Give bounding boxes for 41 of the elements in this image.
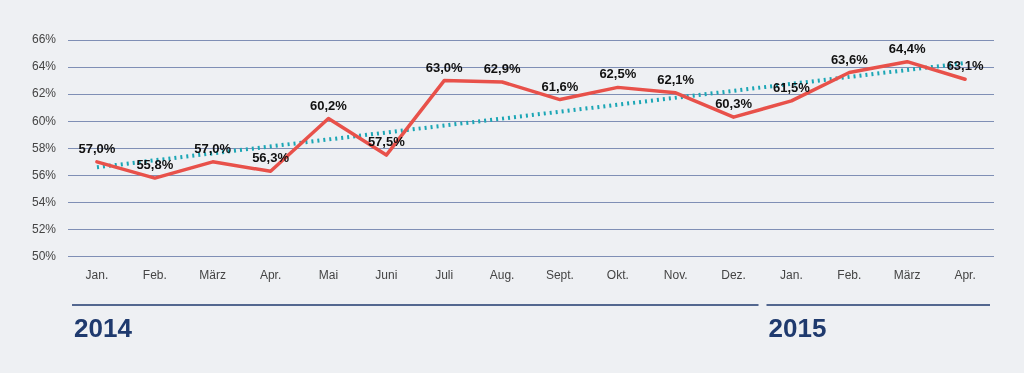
x-tick-label: Feb. (837, 268, 862, 283)
x-tick-label: Mai (318, 268, 339, 283)
y-tick-label: 50% (31, 248, 57, 263)
y-tick-label: 52% (31, 221, 57, 236)
x-tick-label: Okt. (606, 268, 629, 283)
text: 2015 (768, 313, 827, 344)
data-label: 60,3% (715, 96, 753, 112)
data-label: 60,2% (310, 97, 348, 113)
y-tick-label: 66% (31, 32, 57, 47)
data-label: 57,0% (194, 140, 232, 156)
x-tick-label: Apr. (259, 268, 282, 283)
x-tick-label: Juli (435, 268, 454, 283)
x-tick-label: Jan. (85, 268, 109, 283)
x-tick-label: Aug. (489, 268, 515, 283)
y-tick-label: 58% (31, 140, 57, 155)
y-tick-label: 54% (31, 194, 57, 209)
y-tick-label: 60% (31, 113, 57, 128)
x-tick-label: Jan. (780, 268, 803, 283)
data-label: 63,0% (425, 59, 464, 75)
data-label: 64,4% (888, 40, 927, 56)
data-label: 55,8% (136, 157, 174, 173)
y-tick-label: 64% (31, 59, 57, 74)
data-label: 62,9% (483, 61, 521, 77)
y-tick-label: 56% (31, 167, 57, 182)
x-tick-label: Feb. (142, 268, 167, 283)
data-label: 63,1% (946, 58, 984, 74)
data-label: 62,5% (599, 66, 637, 82)
data-label: 62,1% (657, 71, 695, 87)
data-label: 61,6% (541, 78, 579, 94)
x-tick-label: März (199, 268, 227, 283)
data-label: 57,0% (78, 140, 116, 156)
x-tick-label: Sept. (545, 268, 574, 283)
data-label: 63,6% (830, 51, 869, 67)
data-label: 61,5% (773, 80, 811, 95)
x-tick-label: März (893, 268, 921, 283)
y-tick-label: 62% (31, 86, 57, 101)
text: 2014 (74, 313, 133, 344)
x-tick-label: Apr. (954, 268, 976, 283)
x-tick-label: Dez. (721, 268, 746, 283)
x-tick-label: Juni (375, 268, 398, 283)
x-tick-label: Nov. (663, 268, 688, 283)
